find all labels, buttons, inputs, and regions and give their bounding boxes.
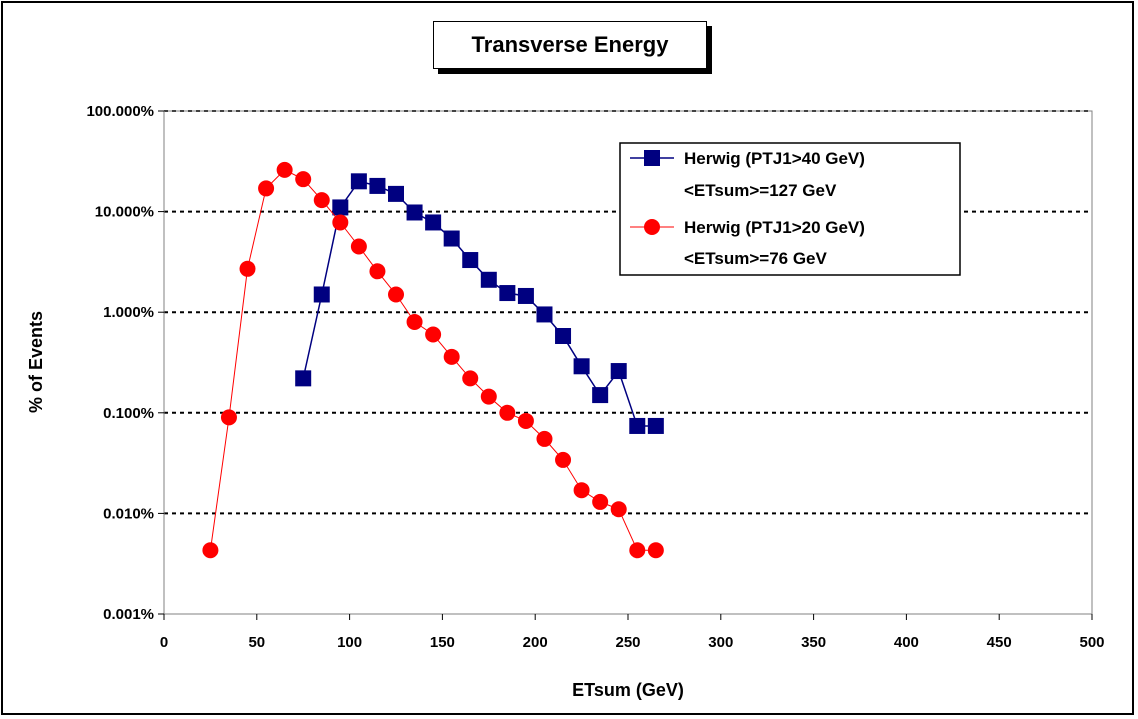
legend-box [619,142,961,276]
series-2-point [332,214,349,231]
series-1-point [443,230,460,247]
series-2-point [629,542,646,559]
series-2-point [220,409,237,426]
series-2-point [202,542,219,559]
x-tick-label: 500 [1079,634,1104,651]
series-2-point [517,412,534,429]
series-1-point [406,204,423,221]
series-2-point [388,286,404,303]
series-2-point [425,326,442,343]
series-1-point [480,271,497,288]
series-2-point [350,238,367,255]
series-1-point [369,177,386,194]
series-1-point [332,199,349,216]
x-axis-title: ETsum (GeV) [572,680,684,700]
y-axis-title: % of Events [26,311,46,413]
legend-label-series-2: Herwig (PTJ1>20 GeV) [684,218,865,237]
series-1-point [499,285,516,302]
legend-label-series-1: Herwig (PTJ1>40 GeV) [684,149,865,168]
series-1-point [555,327,572,344]
x-tick-label: 300 [708,634,733,651]
series-2-point [480,388,497,405]
series-1-point [573,358,590,375]
series-1-point [313,286,330,303]
legend-marker-series-2 [644,219,660,235]
y-tick-label: 0.010% [103,505,154,522]
series-2-point [443,348,460,365]
x-tick-label: 0 [160,634,168,651]
series-1-point [592,387,609,404]
series-1-point [350,173,367,190]
y-tick-label: 10.000% [95,204,154,221]
series-2-point [462,370,479,387]
y-tick-label: 1.000% [103,304,154,321]
series-2-point [536,430,553,447]
legend-label-series-1-line2: <ETsum>=127 GeV [684,181,837,200]
chart-title: Transverse Energy [471,32,669,57]
series-1-point [517,287,534,304]
series-1-point [610,363,627,380]
series-1-point [295,370,312,387]
series-1-point [629,417,646,434]
series-1-point [462,252,479,269]
series-2-point [499,404,516,421]
x-tick-label: 350 [801,634,826,651]
y-tick-label: 0.100% [103,405,154,422]
series-2-point [555,451,572,468]
series-1-point [388,185,404,202]
series-2-point [295,171,312,188]
x-tick-label: 450 [987,634,1012,651]
x-tick-label: 200 [523,634,548,651]
series-2-point [239,260,256,277]
y-tick-label: 100.000% [86,103,154,120]
series-1-point [425,214,442,231]
legend: Herwig (PTJ1>40 GeV) <ETsum>=127 GeV Her… [619,142,961,276]
series-2-point [592,493,609,510]
chart-title-box: Transverse Energy [433,21,707,69]
x-tick-label: 100 [337,634,362,651]
series-2-point [573,482,590,499]
series-1-point [647,417,664,434]
series-2-point [406,313,423,330]
series-2-point [258,180,275,197]
series-2-point [369,263,386,280]
x-tick-label: 150 [430,634,455,651]
series-2-point [610,501,627,518]
x-tick-label: 400 [894,634,919,651]
series-2-point [647,542,664,559]
x-tick-label: 50 [248,634,265,651]
legend-label-series-2-line2: <ETsum>=76 GeV [684,249,828,268]
y-tick-label: 0.001% [103,606,154,623]
series-2-point [313,192,330,209]
series-2-point [276,161,293,178]
legend-marker-series-1 [644,150,660,166]
series-1-point [536,306,553,323]
x-tick-label: 250 [615,634,640,651]
